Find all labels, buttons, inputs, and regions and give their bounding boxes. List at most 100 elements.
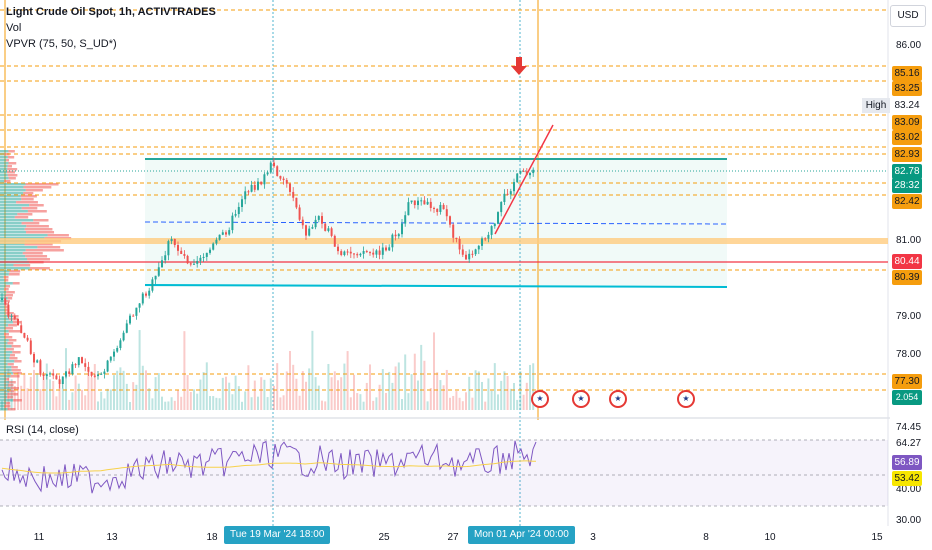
- profile-bar-down: [7, 393, 19, 396]
- candle-body: [103, 371, 106, 374]
- candle-body: [135, 307, 138, 316]
- candle-body: [183, 253, 186, 256]
- rsi-legend[interactable]: RSI (14, close): [6, 424, 79, 436]
- us-flag-event-icon[interactable]: ★: [677, 390, 695, 408]
- candle-body: [391, 234, 394, 248]
- profile-bar-up: [0, 360, 15, 363]
- candle-body: [436, 208, 439, 212]
- profile-bar-up: [0, 336, 6, 339]
- profile-bar-down: [10, 354, 15, 357]
- candle-body: [266, 172, 269, 175]
- volume-bar: [33, 369, 35, 410]
- candle-body: [93, 375, 96, 377]
- candle-body: [410, 200, 413, 203]
- candle-body: [279, 175, 282, 179]
- profile-bar-up: [0, 390, 10, 393]
- candle-body: [260, 181, 263, 185]
- volume-bar: [407, 393, 410, 410]
- vpvr-legend[interactable]: VPVR (75, 50, S_UD*): [6, 38, 117, 50]
- candle-body: [433, 207, 435, 209]
- time-axis-label: 15: [871, 532, 883, 543]
- time-axis-label: 27: [447, 532, 459, 543]
- volume-bar: [436, 372, 439, 410]
- volume-bar: [237, 386, 240, 410]
- currency-button[interactable]: USD: [890, 5, 926, 27]
- profile-bar-up: [0, 318, 10, 321]
- price-axis-label: 79.00: [896, 311, 922, 322]
- profile-bar-down: [26, 225, 49, 228]
- volume-bar: [269, 378, 272, 410]
- profile-bar-up: [0, 183, 26, 186]
- candle-body: [468, 253, 471, 260]
- profile-bar-up: [0, 234, 48, 237]
- profile-bar-up: [0, 405, 5, 408]
- profile-bar-up: [0, 366, 12, 369]
- profile-bar-down: [7, 363, 14, 366]
- candle-body: [29, 340, 32, 354]
- volume-bar: [410, 374, 413, 410]
- profile-bar-up: [0, 204, 30, 207]
- support-band: [0, 238, 888, 244]
- candle-body: [42, 374, 45, 377]
- volume-bar: [484, 401, 487, 410]
- candle-body: [253, 184, 256, 190]
- candle-body: [519, 170, 522, 174]
- volume-legend[interactable]: Vol: [6, 22, 22, 34]
- volume-bar: [359, 394, 362, 410]
- candle-body: [490, 226, 493, 235]
- profile-bar-up: [0, 231, 26, 234]
- rsi-ma-tag: 53.42: [892, 471, 922, 486]
- volume-bar: [157, 373, 160, 410]
- profile-bar-down: [11, 345, 21, 348]
- candle-body: [289, 183, 291, 192]
- profile-bar-up: [0, 303, 5, 306]
- volume-bar: [337, 380, 339, 410]
- volume-bar: [506, 376, 509, 410]
- candle-body: [39, 360, 42, 375]
- profile-bar-down: [8, 273, 20, 276]
- candle-body: [353, 253, 355, 255]
- volume-bar: [429, 387, 432, 410]
- profile-bar-down: [4, 300, 10, 303]
- volume-bar: [324, 401, 327, 410]
- volume-bar: [442, 385, 445, 410]
- volume-bar: [413, 353, 416, 410]
- candle-body: [298, 207, 301, 220]
- rsi-axis-label: 64.27: [896, 438, 922, 449]
- volume-bar: [90, 377, 93, 410]
- candle-body: [417, 200, 419, 206]
- rsi-axis-label: 74.45: [896, 422, 922, 433]
- profile-bar-down: [8, 162, 17, 165]
- us-flag-event-icon[interactable]: ★: [572, 390, 590, 408]
- volume-bar: [397, 362, 400, 410]
- symbol-legend[interactable]: Light Crude Oil Spot, 1h, ACTIVTRADES: [6, 6, 216, 18]
- candle-body: [49, 373, 51, 375]
- us-flag-event-icon[interactable]: ★: [531, 390, 549, 408]
- volume-bar: [321, 400, 323, 410]
- candle-body: [426, 201, 429, 205]
- volume-bar: [199, 379, 202, 410]
- profile-bar-up: [0, 309, 6, 312]
- volume-bar: [487, 378, 490, 410]
- candle-body: [199, 257, 202, 261]
- candle-body: [420, 200, 423, 202]
- profile-bar-down: [6, 402, 11, 405]
- volume-bar: [353, 374, 355, 410]
- volume-bar: [167, 401, 170, 410]
- candle-body: [257, 181, 259, 190]
- candle-body: [407, 202, 410, 216]
- candle-body: [97, 374, 99, 377]
- profile-bar-down: [7, 165, 12, 168]
- profile-bar-up: [0, 324, 9, 327]
- price-tag: 82.42: [892, 194, 922, 209]
- profile-bar-down: [4, 303, 9, 306]
- volume-bar: [55, 396, 58, 410]
- us-flag-event-icon[interactable]: ★: [609, 390, 627, 408]
- rsi-pane: [0, 439, 888, 507]
- candle-body: [218, 234, 221, 240]
- volume-bar: [465, 392, 467, 410]
- candle-body: [202, 256, 205, 258]
- profile-bar-up: [0, 327, 6, 330]
- profile-bar-down: [4, 279, 9, 282]
